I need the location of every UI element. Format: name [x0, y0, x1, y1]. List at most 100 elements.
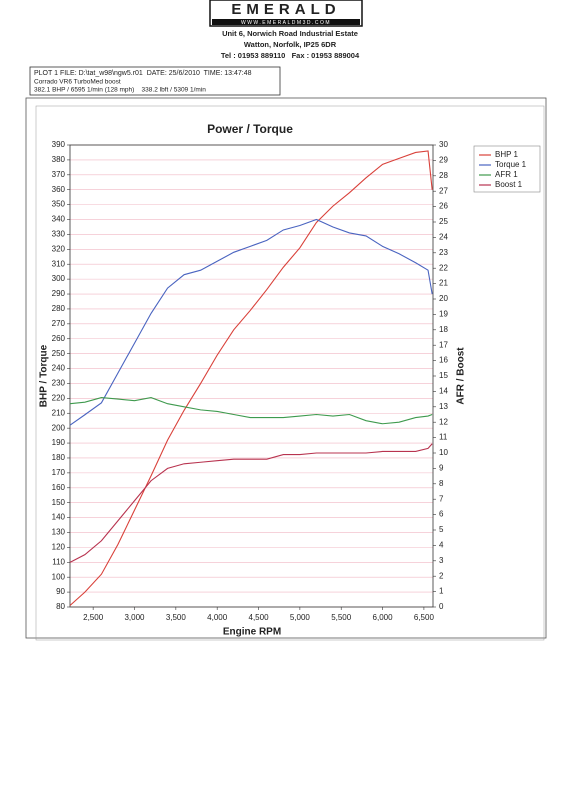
info-line: 382.1 BHP / 6595 1/min (128 mph) 338.2 l… [34, 87, 206, 94]
y2-tick-label: 4 [439, 541, 444, 550]
y2-tick-label: 29 [439, 156, 448, 165]
y2-tick-label: 27 [439, 186, 448, 195]
y2-tick-label: 26 [439, 202, 448, 211]
chart-title: Power / Torque [207, 122, 293, 136]
y2-tick-label: 0 [439, 602, 444, 611]
y2-tick-label: 19 [439, 310, 448, 319]
y-tick-label: 220 [52, 393, 66, 402]
y2-tick-label: 10 [439, 448, 448, 457]
y2-tick-label: 13 [439, 402, 448, 411]
info-line: Corrado VR6 TurboMed boost [34, 79, 121, 86]
y2-tick-label: 9 [439, 464, 444, 473]
y-tick-label: 130 [52, 528, 66, 537]
series-line [69, 443, 433, 563]
y-tick-label: 340 [52, 215, 66, 224]
y-tick-label: 90 [56, 587, 65, 596]
frame [25, 97, 547, 639]
x-tick-label: 4,500 [249, 613, 270, 622]
y2-axis-label: AFR / Boost [456, 347, 467, 405]
y2-tick-label: 20 [439, 294, 448, 303]
y-tick-label: 100 [52, 572, 66, 581]
y-tick-label: 240 [52, 364, 66, 373]
y-tick-label: 280 [52, 304, 66, 313]
y2-tick-label: 21 [439, 279, 448, 288]
plot-border [69, 144, 434, 608]
legend-box [473, 145, 541, 193]
website: WWW.EMERALDM3D.COM [241, 20, 331, 26]
legend-label: Boost 1 [495, 180, 523, 189]
address: Unit 6, Norwich Road Industrial Estate [222, 29, 358, 38]
y-tick-label: 80 [56, 602, 65, 611]
x-tick-label: 5,500 [331, 613, 352, 622]
legend-label: BHP 1 [495, 150, 519, 159]
y2-tick-label: 18 [439, 325, 448, 334]
address: Watton, Norfolk, IP25 6DR [244, 40, 337, 49]
y2-tick-label: 8 [439, 479, 444, 488]
series-line [69, 396, 433, 425]
logo-strip [212, 19, 360, 25]
y2-tick-label: 24 [439, 233, 448, 242]
y-tick-label: 190 [52, 438, 66, 447]
y2-tick-label: 17 [439, 340, 448, 349]
x-tick-label: 3,000 [124, 613, 145, 622]
legend-label: Torque 1 [495, 160, 527, 169]
y2-tick-label: 25 [439, 217, 448, 226]
x-tick-label: 4,000 [207, 613, 228, 622]
y2-tick-label: 22 [439, 263, 448, 272]
info-line: PLOT 1 FILE: D:\tat_w98\ngw5.r01 DATE: 2… [34, 70, 252, 77]
y2-tick-label: 11 [439, 433, 448, 442]
y-tick-label: 310 [52, 259, 66, 268]
series-line [69, 218, 433, 426]
y2-tick-label: 23 [439, 248, 448, 257]
y2-tick-label: 7 [439, 494, 444, 503]
y-tick-label: 380 [52, 155, 66, 164]
legend-label: AFR 1 [495, 170, 518, 179]
logo: EMERALD [231, 1, 340, 18]
y2-tick-label: 28 [439, 171, 448, 180]
y2-tick-label: 14 [439, 387, 448, 396]
contact: Tel : 01953 889110 Fax : 01953 889004 [221, 51, 360, 60]
y2-tick-label: 5 [439, 525, 444, 534]
inner-frame [35, 105, 545, 641]
y-tick-label: 260 [52, 334, 66, 343]
y2-tick-label: 12 [439, 417, 448, 426]
x-tick-label: 6,000 [373, 613, 394, 622]
y-tick-label: 250 [52, 349, 66, 358]
y-tick-label: 290 [52, 289, 66, 298]
y-tick-label: 140 [52, 513, 66, 522]
x-tick-label: 2,500 [83, 613, 104, 622]
y-tick-label: 210 [52, 408, 66, 417]
y-tick-label: 270 [52, 319, 66, 328]
y-tick-label: 300 [52, 274, 66, 283]
y2-tick-label: 1 [439, 587, 444, 596]
y-tick-label: 360 [52, 185, 66, 194]
y-tick-label: 390 [52, 140, 66, 149]
y-tick-label: 200 [52, 423, 66, 432]
y-tick-label: 180 [52, 453, 66, 462]
y-tick-label: 350 [52, 200, 66, 209]
y-axis-label: BHP / Torque [39, 344, 50, 407]
y-tick-label: 230 [52, 379, 66, 388]
y-tick-label: 330 [52, 230, 66, 239]
y2-tick-label: 16 [439, 356, 448, 365]
info-box [29, 66, 281, 96]
y-tick-label: 110 [52, 557, 65, 566]
y-tick-label: 320 [52, 244, 66, 253]
y2-tick-label: 2 [439, 571, 444, 580]
x-tick-label: 5,000 [290, 613, 311, 622]
y-tick-label: 150 [52, 498, 66, 507]
y2-tick-label: 30 [439, 140, 448, 149]
y-tick-label: 160 [52, 483, 66, 492]
y2-tick-label: 3 [439, 556, 444, 565]
y-tick-label: 170 [52, 468, 66, 477]
x-axis-label: Engine RPM [223, 627, 281, 638]
y2-tick-label: 6 [439, 510, 444, 519]
x-tick-label: 3,500 [166, 613, 187, 622]
y2-tick-label: 15 [439, 371, 448, 380]
series-line [69, 150, 433, 606]
y-tick-label: 370 [52, 170, 66, 179]
y-tick-label: 120 [52, 542, 66, 551]
